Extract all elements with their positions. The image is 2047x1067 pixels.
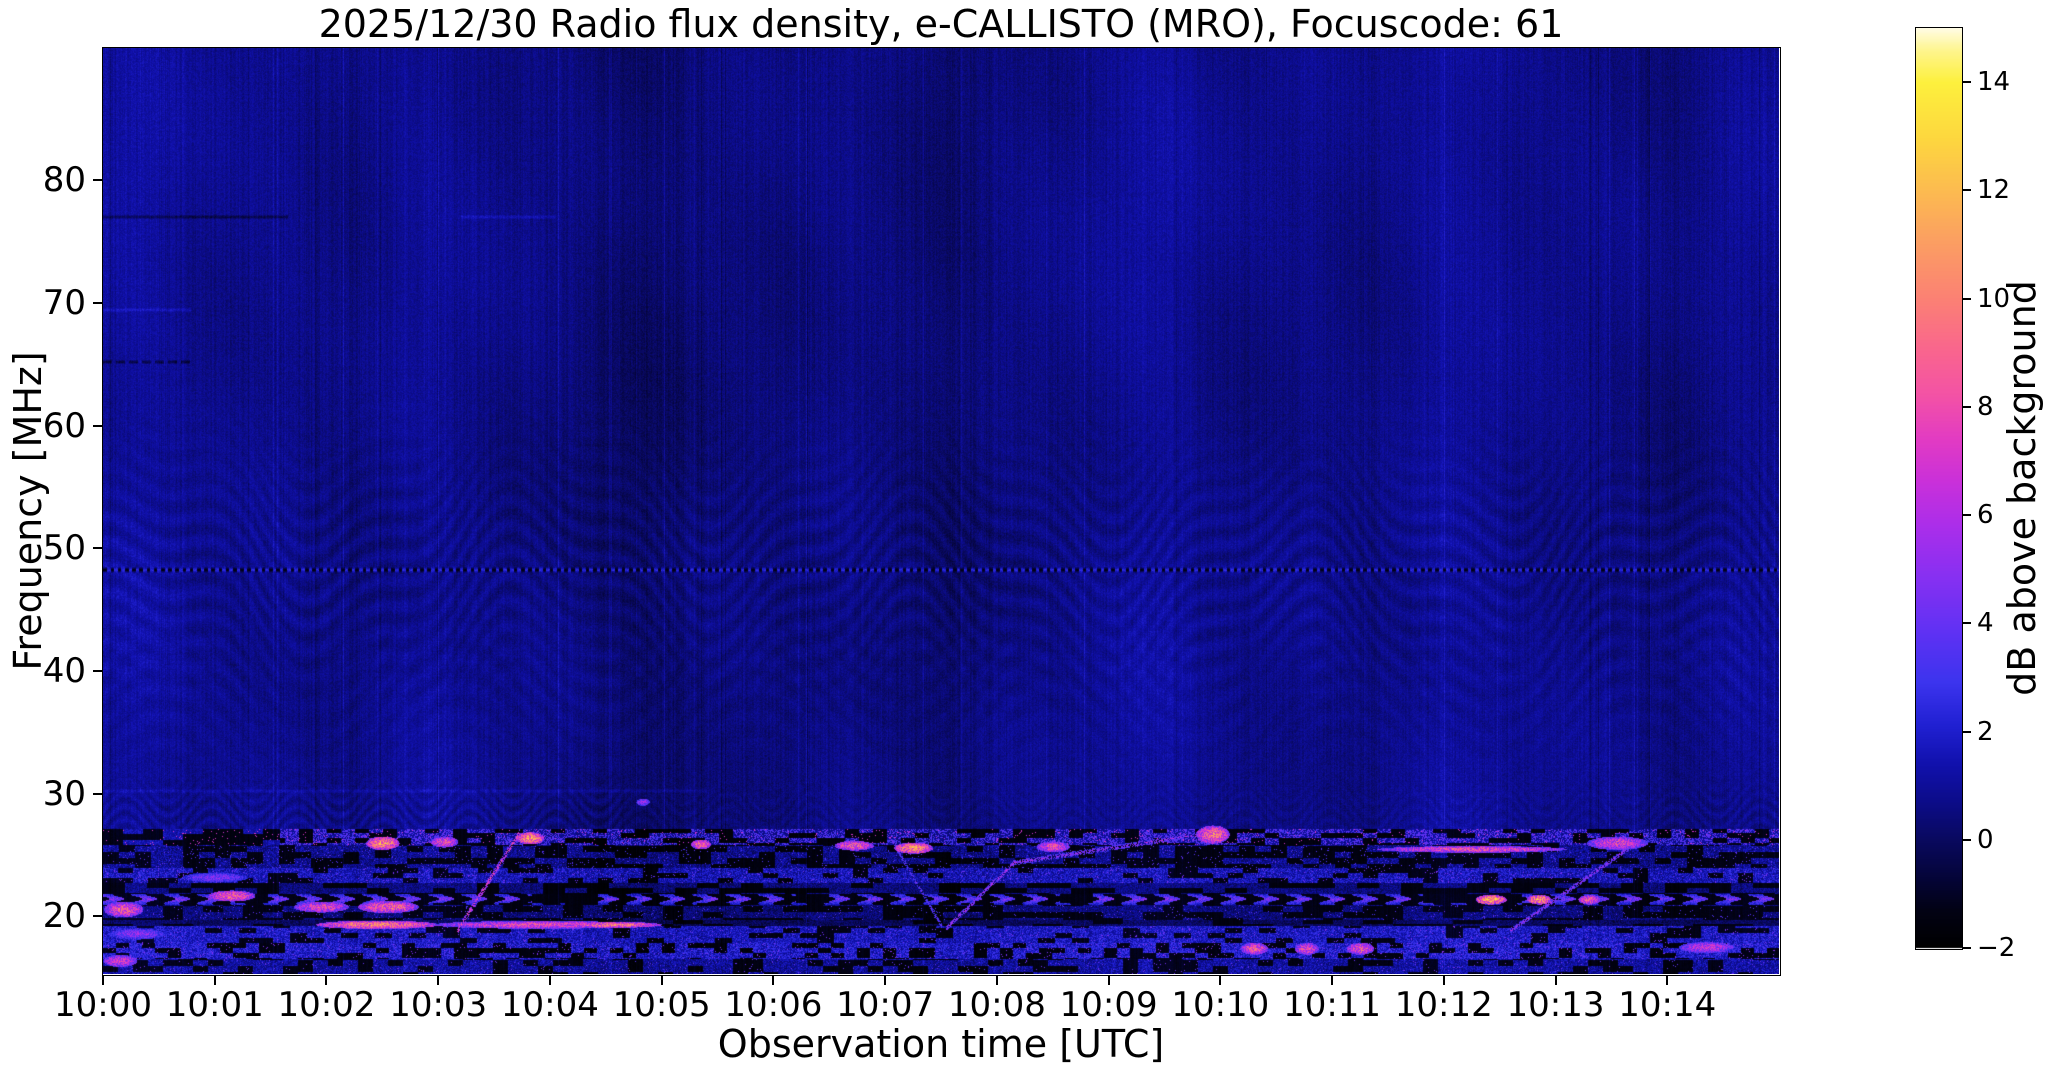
x-tick-mark	[325, 975, 328, 985]
x-axis-label: Observation time [UTC]	[717, 1022, 1165, 1066]
x-tick-mark	[1442, 975, 1445, 985]
y-tick-mark	[93, 792, 103, 795]
x-tick-label: 10:10	[1171, 985, 1270, 1025]
spectrogram-canvas	[103, 48, 1779, 974]
x-tick-mark	[1219, 975, 1222, 985]
x-tick-label: 10:07	[836, 985, 935, 1025]
y-tick-label: 20	[42, 896, 86, 937]
colorbar-tick-label: 6	[1977, 500, 1994, 531]
colorbar-tick-mark	[1962, 947, 1971, 949]
x-tick-mark	[1107, 975, 1110, 985]
x-tick-label: 10:14	[1618, 985, 1717, 1025]
y-tick-label: 30	[42, 773, 86, 814]
colorbar-tick-mark	[1962, 514, 1971, 517]
x-tick-mark	[660, 975, 663, 985]
colorbar-tick-label: 4	[1977, 608, 1994, 639]
x-tick-label: 10:02	[277, 985, 376, 1025]
colorbar-tick-label: 0	[1977, 824, 1994, 855]
x-tick-mark	[884, 975, 887, 985]
x-tick-label: 10:11	[1283, 985, 1382, 1025]
x-tick-label: 10:08	[947, 985, 1046, 1025]
x-tick-mark	[1331, 975, 1334, 985]
y-tick-mark	[93, 179, 103, 182]
colorbar	[1915, 27, 1963, 950]
colorbar-tick-mark	[1962, 622, 1971, 625]
colorbar-tick-label: 10	[1977, 283, 2011, 314]
x-tick-mark	[548, 975, 551, 985]
x-tick-label: 10:12	[1394, 985, 1493, 1025]
colorbar-tick-label: −2	[1977, 933, 2016, 963]
x-tick-label: 10:06	[724, 985, 823, 1025]
colorbar-tick-label: 12	[1977, 175, 2011, 206]
x-tick-mark	[1554, 975, 1557, 985]
x-tick-label: 10:03	[389, 985, 488, 1025]
x-tick-label: 10:09	[1059, 985, 1158, 1025]
y-tick-mark	[93, 915, 103, 918]
y-tick-label: 50	[42, 528, 86, 569]
colorbar-tick-label: 14	[1977, 67, 2011, 98]
colorbar-tick-mark	[1962, 730, 1971, 733]
colorbar-tick-mark	[1962, 189, 1971, 192]
x-tick-label: 10:13	[1506, 985, 1605, 1025]
x-tick-mark	[995, 975, 998, 985]
y-axis-label: Frequency [MHz]	[6, 351, 50, 671]
x-tick-mark	[772, 975, 775, 985]
x-tick-label: 10:05	[612, 985, 711, 1025]
colorbar-tick-mark	[1962, 81, 1971, 84]
y-tick-mark	[93, 424, 103, 427]
plot-area	[102, 47, 1781, 976]
y-tick-label: 80	[42, 160, 86, 201]
y-tick-mark	[93, 670, 103, 673]
colorbar-tick-mark	[1962, 838, 1971, 841]
x-tick-mark	[213, 975, 216, 985]
colorbar-label: dB above background	[2000, 280, 2044, 696]
x-tick-label: 10:01	[165, 985, 264, 1025]
x-tick-mark	[437, 975, 440, 985]
chart-title: 2025/12/30 Radio flux density, e-CALLIST…	[318, 2, 1564, 46]
y-tick-mark	[93, 302, 103, 305]
y-tick-label: 70	[42, 283, 86, 324]
colorbar-tick-mark	[1962, 297, 1971, 300]
y-tick-label: 60	[42, 405, 86, 446]
colorbar-gradient-canvas	[1916, 28, 1962, 949]
y-tick-label: 40	[42, 651, 86, 692]
colorbar-tick-label: 2	[1977, 716, 1994, 747]
x-tick-mark	[102, 975, 104, 985]
colorbar-tick-mark	[1962, 405, 1971, 408]
y-tick-mark	[93, 547, 103, 550]
colorbar-tick-label: 8	[1977, 391, 1994, 422]
x-tick-label: 10:04	[500, 985, 599, 1025]
x-tick-label: 10:00	[54, 985, 152, 1025]
x-tick-mark	[1666, 975, 1669, 985]
